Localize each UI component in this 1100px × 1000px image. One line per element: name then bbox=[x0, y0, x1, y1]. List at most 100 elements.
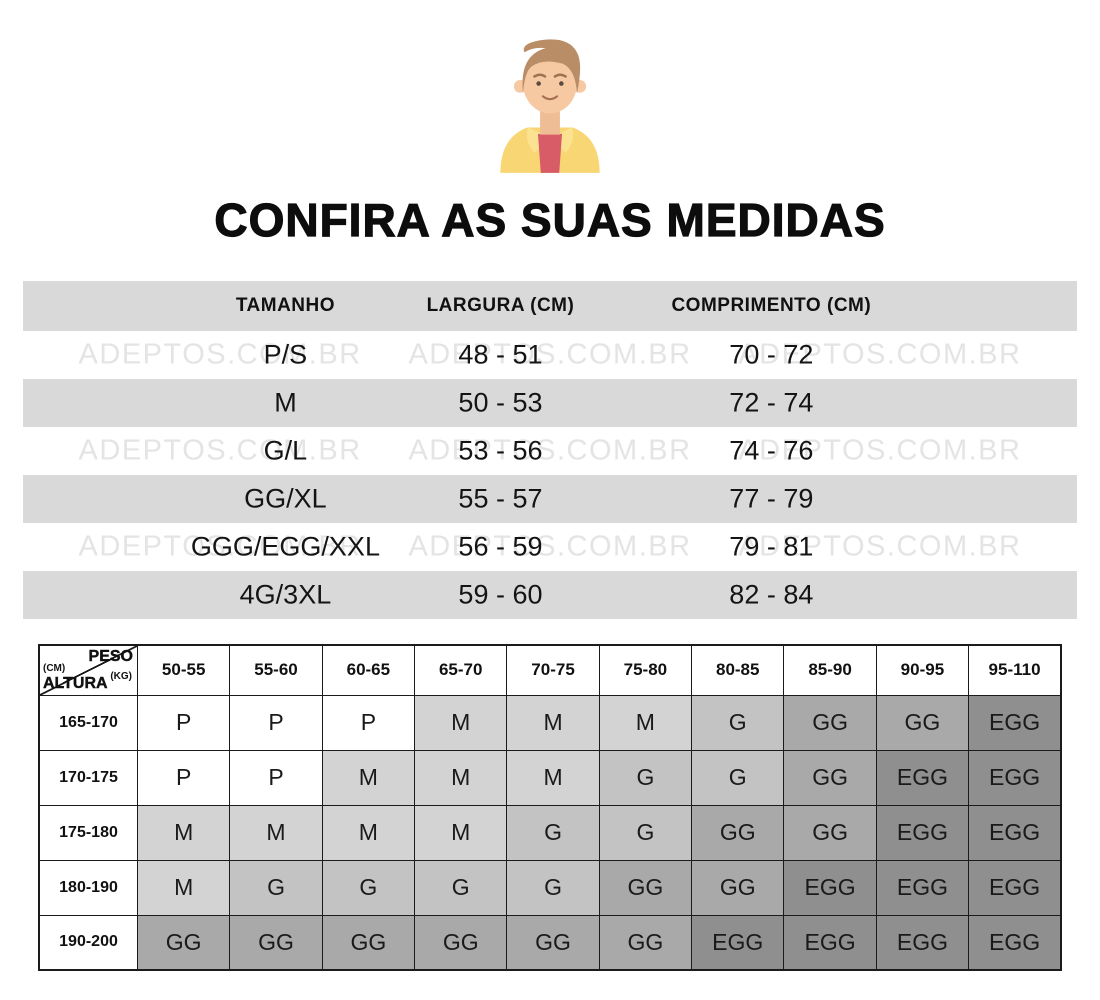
col-header-largura: LARGURA (CM) bbox=[426, 295, 575, 316]
weight-col-header: 50-55 bbox=[136, 644, 231, 696]
size-cell: GG bbox=[506, 914, 600, 971]
watermark-text: ADEPTOS.COM.BR bbox=[408, 530, 692, 563]
size-cell: G bbox=[229, 859, 323, 916]
watermark-text: ADEPTOS.COM.BR bbox=[78, 530, 362, 563]
size-table: TAMANHO LARGURA (CM) COMPRIMENTO (CM) AD… bbox=[23, 281, 1077, 619]
size-cell: EGG bbox=[875, 914, 970, 971]
height-row-header: 170-175 bbox=[38, 749, 138, 806]
size-cell: EGG bbox=[968, 804, 1062, 861]
size-cell: EGG bbox=[968, 914, 1062, 971]
size-cell: G bbox=[321, 859, 416, 916]
size-name: GG/XL bbox=[244, 483, 327, 514]
size-cell: EGG bbox=[875, 859, 970, 916]
height-row-header: 175-180 bbox=[38, 804, 138, 861]
size-name: M bbox=[274, 387, 297, 418]
weight-col-header: 75-80 bbox=[598, 644, 693, 696]
size-cell: M bbox=[321, 804, 416, 861]
size-name: 4G/3XL bbox=[239, 579, 332, 610]
height-row-header: 180-190 bbox=[38, 859, 138, 916]
weight-col-header: 55-60 bbox=[229, 644, 323, 696]
length-range-cm: 79 - 81 bbox=[729, 531, 814, 562]
length-range-cm: 82 - 84 bbox=[729, 579, 814, 610]
size-table-header-row: TAMANHO LARGURA (CM) COMPRIMENTO (CM) bbox=[23, 281, 1077, 331]
length-range-cm: 74 - 76 bbox=[729, 435, 814, 466]
man-avatar-icon bbox=[500, 39, 600, 173]
size-cell: P bbox=[229, 694, 323, 751]
corner-altura-label: ALTURA bbox=[43, 674, 108, 692]
weight-col-header: 95-110 bbox=[968, 644, 1062, 696]
size-cell: M bbox=[229, 804, 323, 861]
size-cell: M bbox=[506, 694, 600, 751]
size-row: GG/XL 55 - 57 77 - 79 bbox=[23, 475, 1077, 523]
size-cell: GG bbox=[691, 804, 785, 861]
size-cell: GG bbox=[783, 749, 877, 806]
matrix-row: 175-180 M M M M G G GG GG EGG EGG bbox=[38, 804, 1062, 861]
weight-col-header: 85-90 bbox=[783, 644, 877, 696]
size-cell: GG bbox=[229, 914, 323, 971]
size-cell: M bbox=[598, 694, 693, 751]
size-row: ADEPTOS.COM.BR ADEPTOS.COM.BR ADEPTOS.COM.… bbox=[23, 523, 1077, 571]
hair-shape bbox=[522, 39, 581, 94]
matrix-row: 190-200 GG GG GG GG GG GG EGG EGG EGG EGG bbox=[38, 914, 1062, 971]
size-cell: P bbox=[136, 749, 231, 806]
height-weight-size-matrix: PESO (KG) (CM) ALTURA 50-55 55-60 60-65 65-… bbox=[38, 644, 1062, 971]
watermark-text: ADEPTOS.COM.BR bbox=[738, 338, 1022, 371]
size-table-body: ADEPTOS.COM.BR ADEPTOS.COM.BR ADEPTOS.COM.… bbox=[23, 331, 1077, 619]
col-header-tamanho: TAMANHO bbox=[235, 295, 336, 316]
size-cell: EGG bbox=[783, 914, 877, 971]
width-range-cm: 55 - 57 bbox=[458, 483, 543, 514]
weight-col-header: 90-95 bbox=[875, 644, 970, 696]
length-range-cm: 70 - 72 bbox=[729, 339, 814, 370]
size-cell: P bbox=[229, 749, 323, 806]
size-row: ADEPTOS.COM.BR ADEPTOS.COM.BR ADEPTOS.COM.… bbox=[23, 427, 1077, 475]
eyebrow-left bbox=[533, 73, 547, 78]
size-cell: G bbox=[506, 804, 600, 861]
size-cell: EGG bbox=[968, 859, 1062, 916]
watermark-text: ADEPTOS.COM.BR bbox=[738, 530, 1022, 563]
eyebrow-right bbox=[553, 73, 567, 78]
weight-col-header: 80-85 bbox=[691, 644, 785, 696]
watermark-text: ADEPTOS.COM.BR bbox=[78, 434, 362, 467]
col-header-comprimento: COMPRIMENTO (CM) bbox=[671, 295, 872, 316]
size-cell: EGG bbox=[875, 749, 970, 806]
size-cell: GG bbox=[783, 804, 877, 861]
page-title: CONFIRA AS SUAS MEDIDAS bbox=[214, 193, 886, 246]
size-cell: GG bbox=[321, 914, 416, 971]
watermark-text: ADEPTOS.COM.BR bbox=[738, 434, 1022, 467]
size-cell: GG bbox=[598, 859, 693, 916]
size-cell: EGG bbox=[875, 804, 970, 861]
size-row: M 50 - 53 72 - 74 bbox=[23, 379, 1077, 427]
width-range-cm: 56 - 59 bbox=[458, 531, 543, 562]
size-cell: GG bbox=[783, 694, 877, 751]
watermark-text: ADEPTOS.COM.BR bbox=[408, 434, 692, 467]
height-row-header: 165-170 bbox=[38, 694, 138, 751]
size-cell: M bbox=[414, 694, 508, 751]
weight-col-header: 70-75 bbox=[506, 644, 600, 696]
size-cell: G bbox=[506, 859, 600, 916]
size-cell: GG bbox=[691, 859, 785, 916]
size-cell: EGG bbox=[968, 749, 1062, 806]
mouth bbox=[541, 95, 559, 101]
watermark-text: ADEPTOS.COM.BR bbox=[78, 338, 362, 371]
man-avatar bbox=[472, 24, 628, 180]
size-cell: P bbox=[321, 694, 416, 751]
length-range-cm: 77 - 79 bbox=[729, 483, 814, 514]
diagonal-divider bbox=[40, 646, 137, 694]
size-name: P/S bbox=[263, 339, 308, 370]
corner-cm-unit: (CM) bbox=[43, 663, 66, 674]
size-cell: GG bbox=[414, 914, 508, 971]
neck-shape bbox=[540, 106, 560, 135]
size-row: ADEPTOS.COM.BR ADEPTOS.COM.BR ADEPTOS.COM.… bbox=[23, 331, 1077, 379]
width-range-cm: 53 - 56 bbox=[458, 435, 543, 466]
collar-left-shape bbox=[526, 127, 550, 154]
size-cell: G bbox=[691, 749, 785, 806]
length-range-cm: 72 - 74 bbox=[729, 387, 814, 418]
width-range-cm: 59 - 60 bbox=[458, 579, 543, 610]
size-cell: G bbox=[414, 859, 508, 916]
size-cell: GG bbox=[136, 914, 231, 971]
eye-left bbox=[536, 81, 541, 86]
size-name: GGG/EGG/XXL bbox=[190, 531, 380, 562]
weight-col-header: 60-65 bbox=[321, 644, 416, 696]
size-cell: M bbox=[506, 749, 600, 806]
